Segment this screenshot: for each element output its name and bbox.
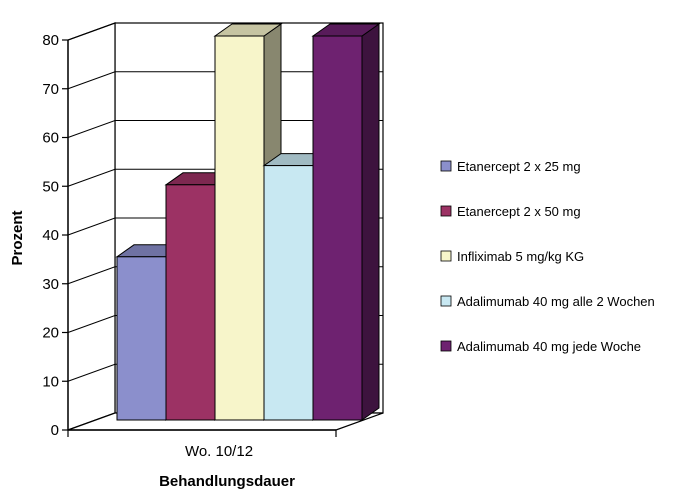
x-tick-label: Wo. 10/12 [185,443,253,460]
legend-swatch [440,295,452,307]
y-tick-label: 40 [42,227,59,244]
axes [62,39,337,437]
y-tick-labels: 0 10 20 30 40 50 60 70 80 [42,32,59,439]
legend-swatch [440,250,452,262]
legend: Etanercept 2 x 25 mg Etanercept 2 x 50 mg… [440,159,655,354]
gridline [67,22,383,41]
legend-swatch [440,205,452,217]
bar-front [116,256,167,421]
legend-label: Infliximab 5 mg/kg KG [457,249,584,264]
legend-swatch [440,160,452,172]
bar-front [263,165,314,421]
y-tick-label: 80 [42,32,59,49]
gridline [67,120,383,138]
bar-front [165,184,216,421]
y-tick-label: 50 [42,178,59,195]
y-tick-label: 70 [42,81,59,98]
gridline [67,71,383,90]
bar-front [214,35,265,421]
bar-side [361,23,380,421]
y-tick-label: 0 [51,422,59,439]
bars [115,23,381,421]
legend-swatch [440,340,452,352]
y-axis-title: Prozent [9,210,26,265]
legend-label: Etanercept 2 x 50 mg [457,204,581,219]
y-tick-label: 30 [42,276,59,293]
legend-label: Etanercept 2 x 25 mg [457,159,581,174]
bar-front [312,35,363,421]
x-axis-title: Behandlungsdauer [159,473,295,490]
legend-label: Adalimumab 40 mg alle 2 Wochen [457,294,655,309]
y-tick-label: 10 [42,373,59,390]
bar [311,23,381,421]
y-tick-label: 20 [42,325,59,342]
y-tick-label: 60 [42,130,59,147]
legend-label: Adalimumab 40 mg jede Woche [457,339,641,354]
